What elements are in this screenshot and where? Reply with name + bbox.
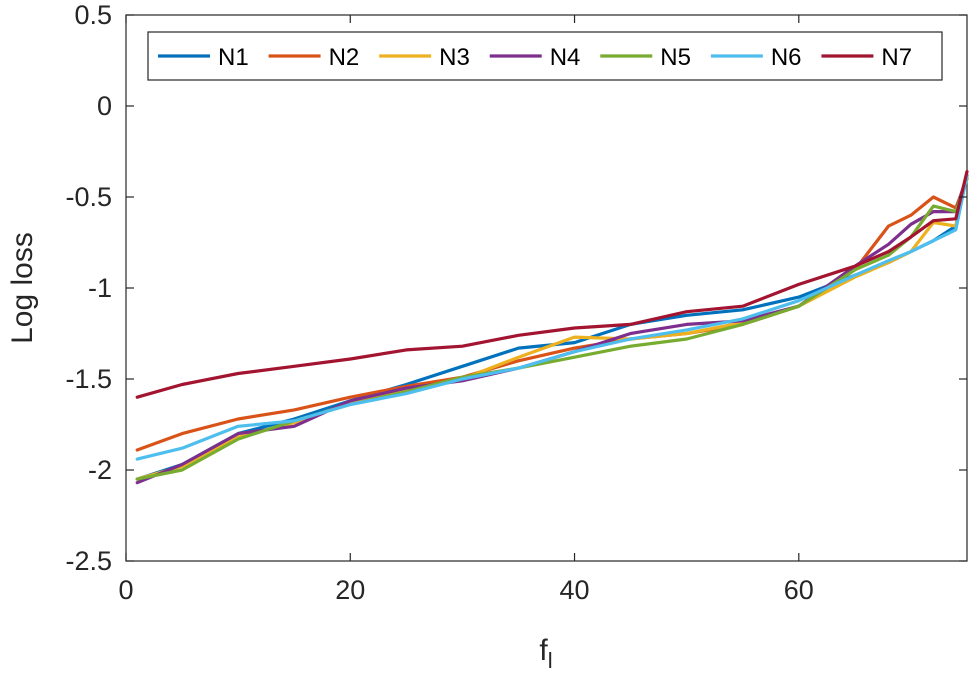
y-axis-title: Log loss xyxy=(6,232,39,344)
legend-label-n2: N2 xyxy=(329,44,360,71)
plot-frame xyxy=(125,14,968,562)
legend-label-n6: N6 xyxy=(771,44,802,71)
y-tick-label: 0.5 xyxy=(74,0,112,30)
x-axis-title: fl xyxy=(539,634,552,673)
series-line-n7 xyxy=(135,169,969,399)
legend-label-n5: N5 xyxy=(660,44,691,71)
legend-label-n7: N7 xyxy=(881,44,912,71)
legend-label-n1: N1 xyxy=(218,44,249,71)
y-tick-label: -1 xyxy=(88,273,112,303)
x-tick-label: 40 xyxy=(560,575,590,605)
y-axis: -2.5 -2 -1.5 -1 -0.5 0 0.5 xyxy=(65,0,967,576)
series-line-n6 xyxy=(135,173,969,461)
series-line-n1 xyxy=(135,173,969,481)
y-tick-label: -2 xyxy=(88,455,112,485)
y-tick-label: -0.5 xyxy=(65,182,112,212)
series-line-n4 xyxy=(135,173,969,485)
x-axis-title-subscript: l xyxy=(548,648,553,673)
x-tick-label: 60 xyxy=(784,575,814,605)
x-axis: 0 20 40 60 xyxy=(118,15,814,605)
series-line-n5 xyxy=(135,177,969,481)
y-tick-label: -2.5 xyxy=(65,546,112,576)
series-layer xyxy=(135,169,969,485)
x-axis-title-main: f xyxy=(539,634,548,667)
plot-box xyxy=(125,14,968,562)
y-tick-label: 0 xyxy=(97,91,112,121)
legend-label-n3: N3 xyxy=(439,44,470,71)
x-tick-label: 0 xyxy=(118,575,133,605)
x-tick-label: 20 xyxy=(335,575,365,605)
legend: N1 N2 N3 N4 N5 N6 N7 xyxy=(147,31,943,81)
series-line-n2 xyxy=(135,177,969,452)
legend-label-n4: N4 xyxy=(550,44,581,71)
y-tick-label: -1.5 xyxy=(65,364,112,394)
series-line-n3 xyxy=(135,173,969,481)
